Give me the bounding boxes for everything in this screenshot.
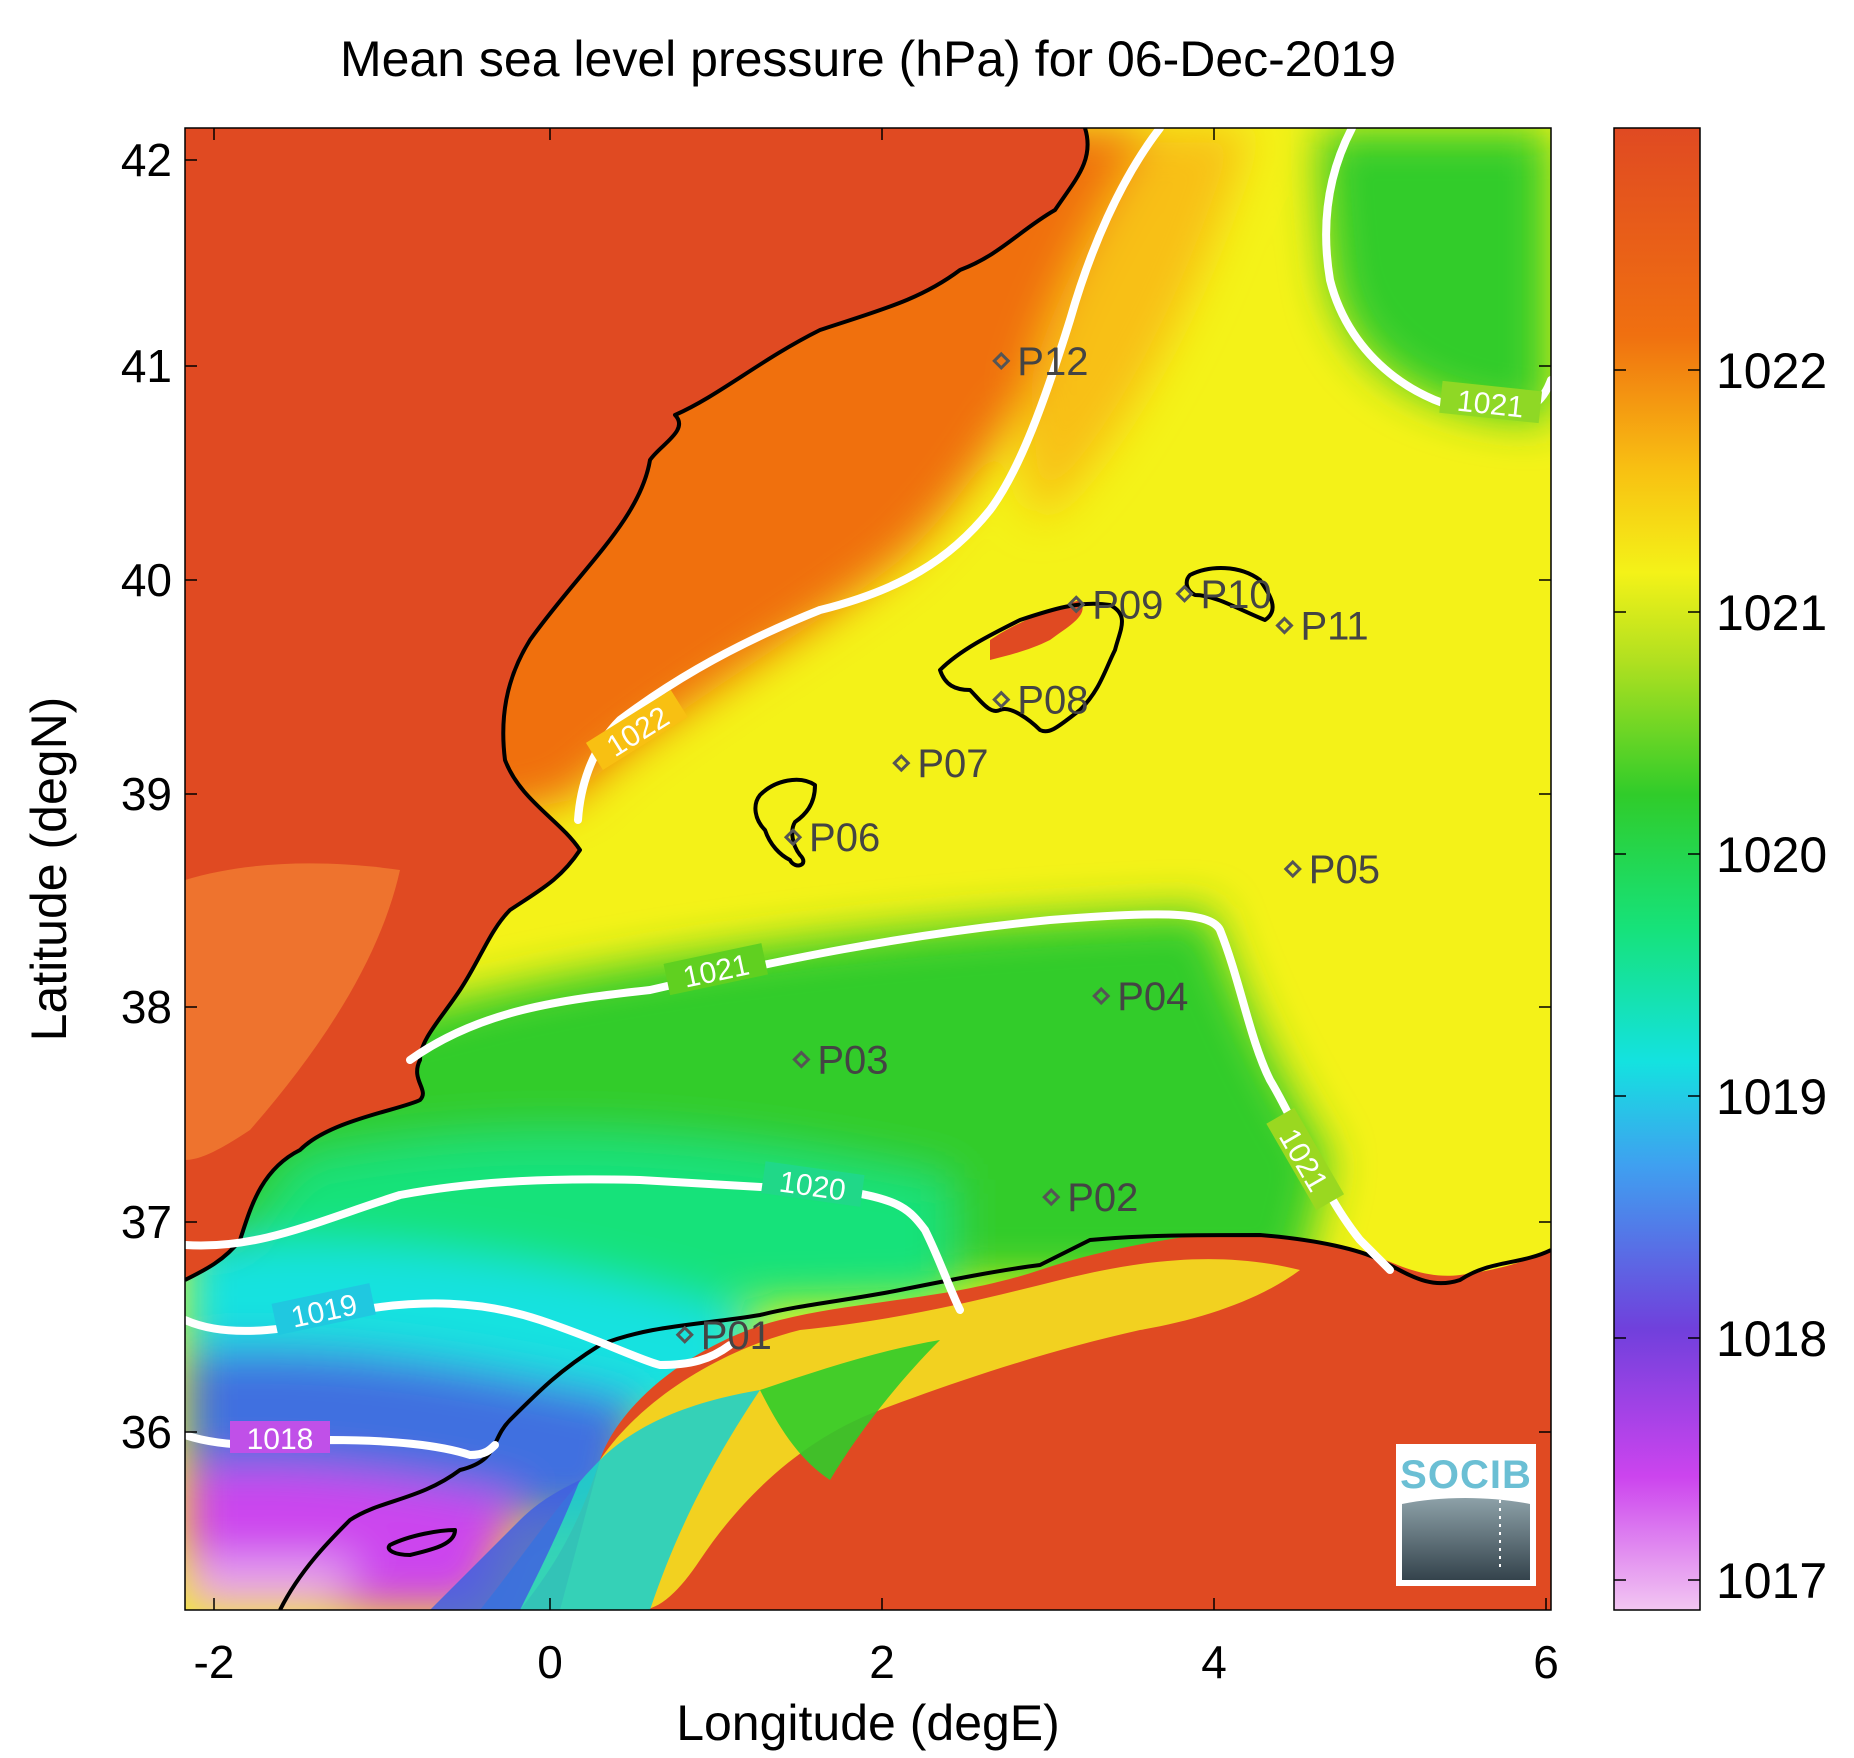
- station-point: P02: [1042, 1176, 1138, 1220]
- x-tick-label: 4: [1201, 1636, 1227, 1688]
- station-label: P06: [809, 816, 880, 860]
- station-marker-icon: [1175, 584, 1194, 603]
- x-axis-label: Longitude (degE): [676, 1695, 1060, 1751]
- contour-label-1018: 1018: [247, 1423, 314, 1456]
- station-label: P03: [817, 1039, 888, 1083]
- africa-land: [520, 1233, 1551, 1610]
- station-marker-icon: [1275, 616, 1294, 635]
- y-tick-label: 42: [121, 134, 172, 186]
- station-marker-icon: [992, 690, 1011, 709]
- station-point: P03: [792, 1039, 889, 1083]
- contour-1022: [574, 128, 1164, 824]
- x-tick-labels: -2 0 2 4 6: [194, 1636, 1559, 1688]
- station-label: P05: [1309, 848, 1380, 892]
- alboran-island-coastline: [386, 1528, 457, 1557]
- plot-frame: [184, 127, 1552, 1611]
- station-marker-icon: [675, 1325, 694, 1344]
- station-label: P09: [1092, 583, 1163, 627]
- station-marker-icon: [992, 351, 1011, 371]
- points-layer: P01 P02 P03 P04 P05 P06 P07 P08 P09 P10 P11 P12: [675, 340, 1380, 1358]
- axis-tick-marks: [185, 128, 1551, 1610]
- station-point: P11: [1275, 605, 1369, 649]
- station-label: P04: [1117, 975, 1188, 1019]
- iberia-coastline: [185, 128, 1090, 1282]
- colorbar-tick-label: 1017: [1716, 1553, 1827, 1609]
- station-marker-icon: [1283, 859, 1302, 879]
- y-tick-label: 38: [121, 981, 172, 1033]
- station-marker-icon: [892, 754, 911, 773]
- station-point: P04: [1092, 975, 1188, 1019]
- colorbar: 1017 1018 1019 1020 1021 1022: [1613, 127, 1827, 1611]
- colorbar-tick-label: 1019: [1716, 1069, 1827, 1125]
- y-tick-labels: 36 37 38 39 40 41 42: [121, 134, 172, 1458]
- socib-logo: SOCIB: [1396, 1444, 1536, 1586]
- y-tick-label: 37: [121, 1196, 172, 1248]
- coastlines: [185, 128, 1551, 1610]
- contour-1020: [185, 1175, 964, 1314]
- station-label: P07: [917, 742, 988, 786]
- y-tick-label: 40: [121, 554, 172, 606]
- station-point: P01: [675, 1314, 772, 1358]
- station-label: P01: [701, 1314, 772, 1358]
- colorbar-tick-label: 1018: [1716, 1311, 1827, 1367]
- station-label: P10: [1201, 573, 1272, 617]
- station-marker-icon: [1092, 986, 1111, 1006]
- station-point: P07: [892, 742, 988, 786]
- station-label: P08: [1017, 679, 1088, 723]
- colorbar-tick-label: 1021: [1716, 585, 1827, 641]
- colorbar-gradient: [1613, 127, 1701, 1611]
- pressure-field: [185, 128, 1551, 1610]
- x-tick-label: -2: [194, 1636, 235, 1688]
- station-label: P02: [1067, 1176, 1138, 1220]
- station-marker-icon: [1067, 595, 1086, 614]
- colorbar-tick-label: 1020: [1716, 827, 1827, 883]
- y-tick-label: 41: [121, 340, 172, 392]
- station-label: P11: [1300, 605, 1368, 649]
- station-point: P06: [783, 816, 880, 860]
- station-point: P08: [992, 679, 1088, 723]
- contour-label-1021-ne: 1021: [1455, 385, 1525, 425]
- y-tick-label: 36: [121, 1406, 172, 1458]
- iberia-land: [185, 128, 1088, 1280]
- x-tick-label: 0: [537, 1636, 563, 1688]
- station-label: P12: [1017, 340, 1088, 384]
- station-marker-icon: [783, 828, 803, 847]
- station-marker-icon: [792, 1050, 811, 1069]
- colorbar-tick-label: 1022: [1716, 343, 1827, 399]
- ibiza-coastline: [753, 777, 817, 868]
- x-tick-label: 6: [1533, 1636, 1559, 1688]
- y-tick-label: 39: [121, 768, 172, 820]
- station-point: P05: [1283, 848, 1380, 892]
- station-point: P09: [1067, 583, 1163, 627]
- x-tick-label: 2: [869, 1636, 895, 1688]
- station-point: P12: [992, 340, 1088, 384]
- logo-text: SOCIB: [1400, 1453, 1532, 1497]
- chart-title: Mean sea level pressure (hPa) for 06-Dec…: [340, 31, 1396, 87]
- mallorca-coastline: [938, 601, 1124, 734]
- station-point: P10: [1175, 573, 1272, 617]
- y-axis-label: Latitude (degN): [21, 697, 77, 1042]
- station-marker-icon: [1042, 1188, 1061, 1207]
